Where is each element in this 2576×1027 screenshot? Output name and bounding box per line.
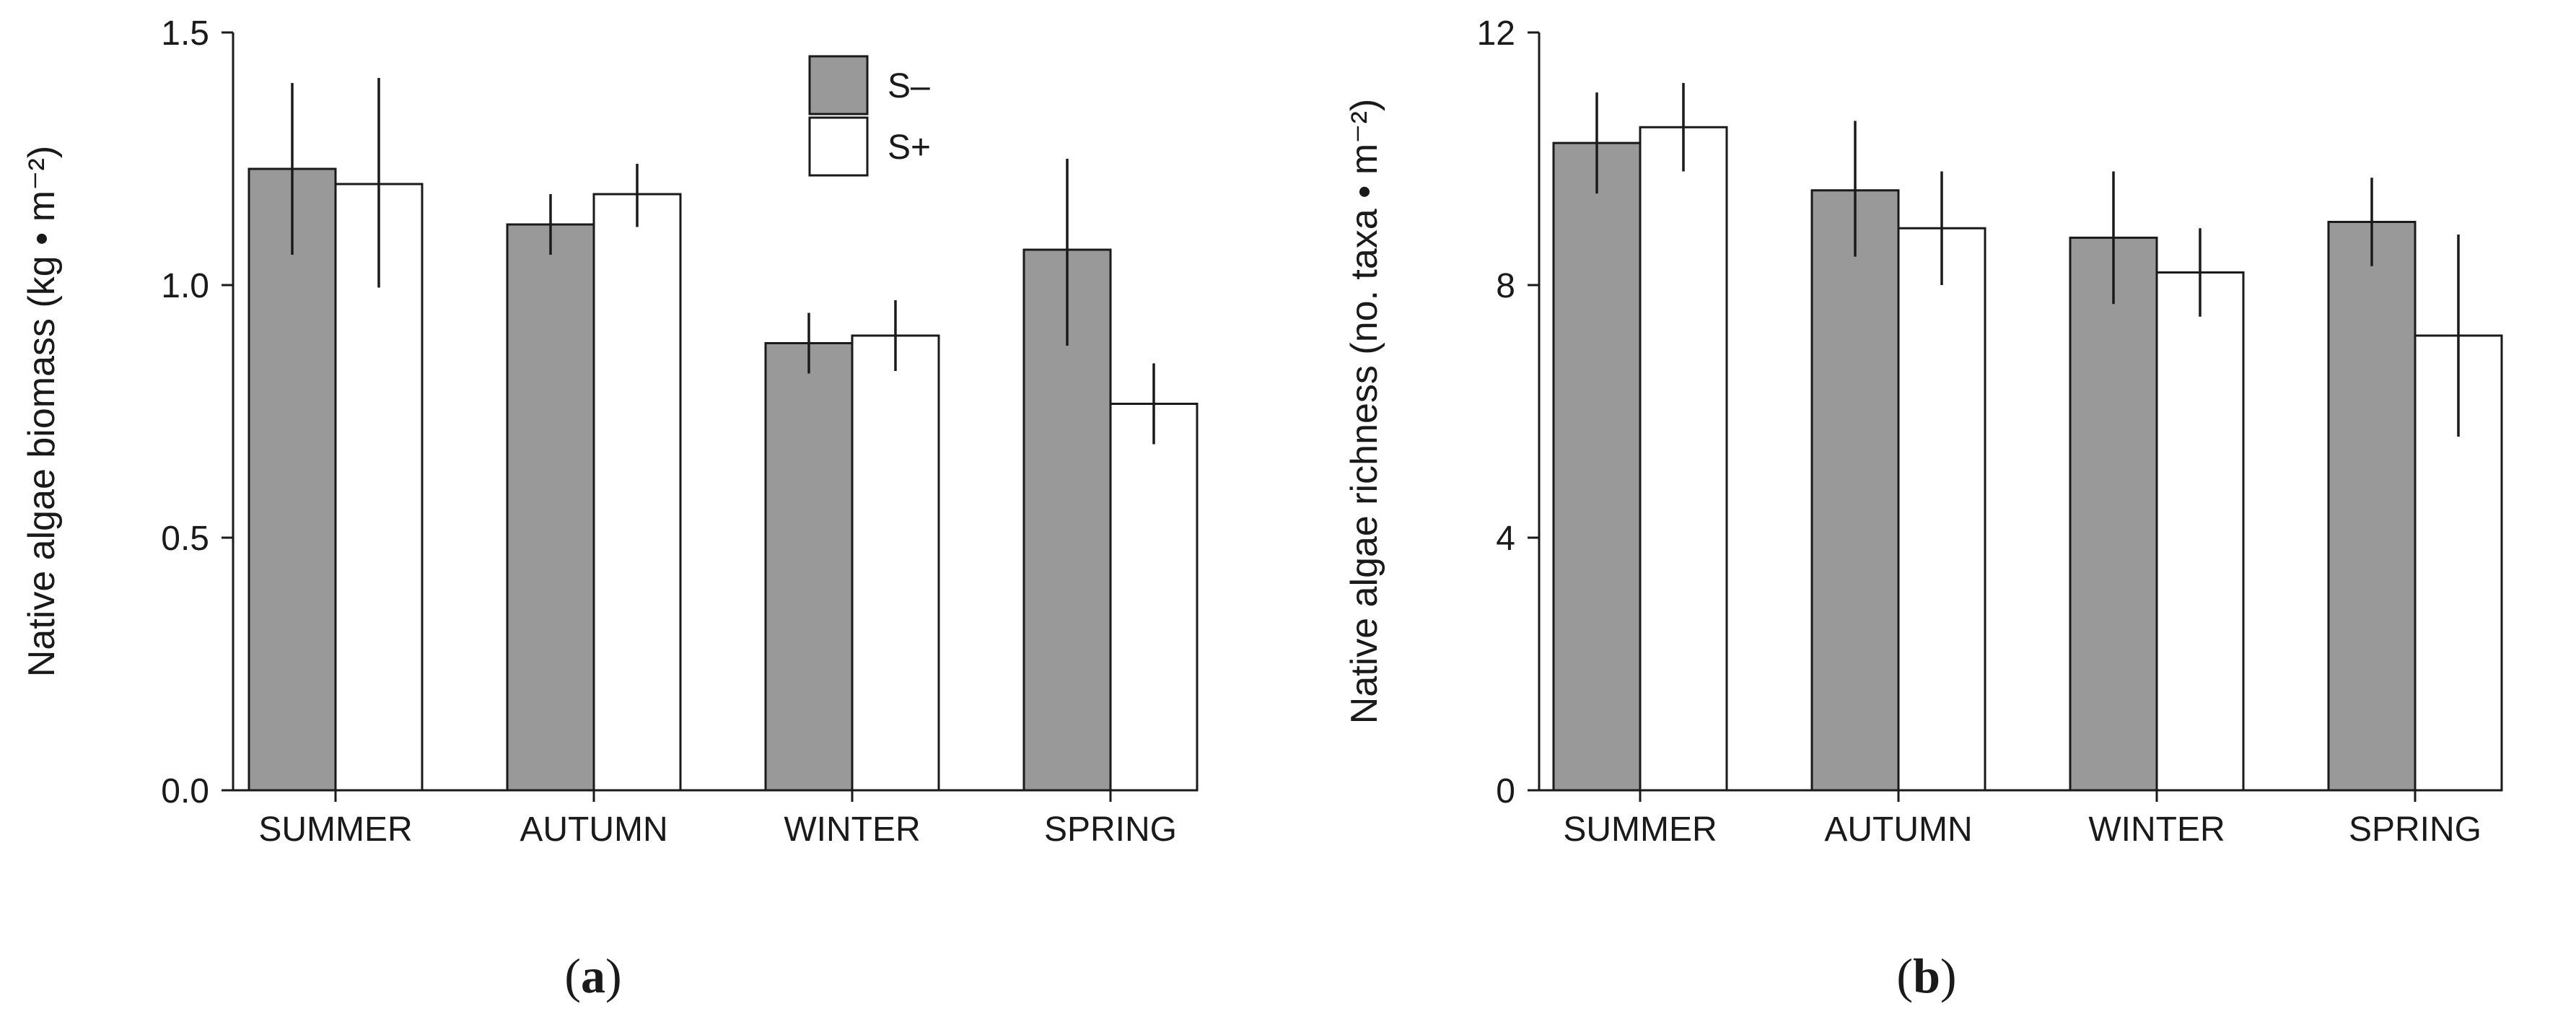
bar-a-autumn-s-minus xyxy=(506,223,595,792)
y-tick-label-b-0: 0 xyxy=(1496,772,1515,810)
y-tick-label-a-0: 0.0 xyxy=(161,772,209,810)
bar-a-winter-s-plus xyxy=(851,334,940,792)
bar-a-winter-s-minus xyxy=(764,342,854,792)
y-tick-label-a-1: 0.5 xyxy=(161,520,209,558)
panel-label-b: (b) xyxy=(1896,948,1956,1003)
bar-b-autumn-s-minus xyxy=(1810,189,1900,792)
x-tick-label-b-autumn: AUTUMN xyxy=(1824,810,1972,849)
x-tick-label-a-summer: SUMMER xyxy=(258,810,412,849)
bar-b-autumn-s-plus xyxy=(1897,227,1986,792)
y-tick-label-b-1: 4 xyxy=(1496,520,1515,558)
bar-b-spring-s-minus xyxy=(2327,221,2417,792)
legend-a: S– S+ xyxy=(808,55,931,177)
bar-a-spring-s-plus xyxy=(1109,403,1199,792)
y-tick-label-b-2: 8 xyxy=(1496,267,1515,305)
legend-label-s-plus: S+ xyxy=(888,128,931,167)
y-tick-label-a-3: 1.5 xyxy=(161,14,209,53)
x-tick-label-a-winter: WINTER xyxy=(784,810,920,849)
panel-label-a: (a) xyxy=(564,948,621,1003)
y-tick-label-b-3: 12 xyxy=(1477,14,1515,53)
bar-a-summer-s-minus xyxy=(247,167,337,792)
legend-swatch-s-minus xyxy=(808,55,869,115)
y-axis-title-a: Native algae biomass (kg • m⁻²) xyxy=(21,146,63,677)
chart-panel-a: 0.0 0.5 1.0 1.5 SUMMER AUTUMN WINTER SPRING Nati… xyxy=(21,14,1199,1003)
x-tick-label-b-winter: WINTER xyxy=(2088,810,2225,849)
bar-b-winter-s-plus xyxy=(2155,271,2245,792)
bar-b-summer-s-minus xyxy=(1552,141,1642,792)
bar-b-winter-s-minus xyxy=(2069,236,2158,792)
chart-panel-b: 0 4 8 12 SUMMER AUTUMN WINTER SPRING Native alga… xyxy=(1344,14,2503,1003)
legend-swatch-s-plus xyxy=(808,116,869,177)
x-tick-label-a-autumn: AUTUMN xyxy=(520,810,667,849)
x-tick-label-b-spring: SPRING xyxy=(2349,810,2481,849)
y-tick-label-a-2: 1.0 xyxy=(161,267,209,305)
y-axis-title-b: Native algae richness (no. taxa • m⁻²) xyxy=(1344,99,1385,724)
bar-a-autumn-s-plus xyxy=(592,193,682,792)
x-tick-label-a-spring: SPRING xyxy=(1044,810,1177,849)
legend-label-s-minus: S– xyxy=(888,67,930,105)
bar-b-summer-s-plus xyxy=(1639,126,1728,792)
x-tick-label-b-summer: SUMMER xyxy=(1563,810,1717,849)
